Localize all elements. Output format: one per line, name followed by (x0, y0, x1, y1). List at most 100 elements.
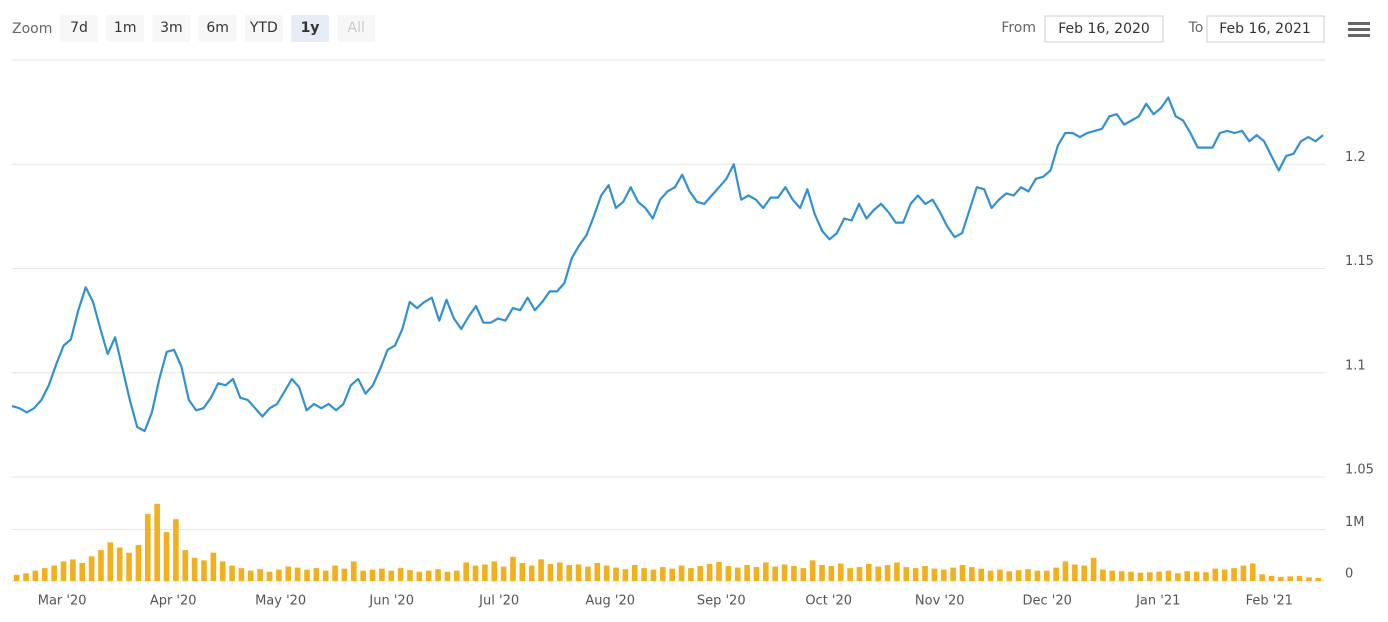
volume-bar (463, 562, 469, 581)
zoom-button-label[interactable]: 3m (160, 20, 183, 36)
zoom-button-label[interactable]: 7d (70, 20, 88, 36)
volume-bar (809, 560, 816, 581)
zoom-button[interactable] (198, 15, 237, 42)
volume-bar (416, 571, 423, 581)
volume-bar (285, 566, 292, 581)
volume-bar (1006, 571, 1013, 581)
y-tick-label: 1M (1345, 515, 1365, 530)
volume-bar (875, 566, 882, 581)
volume-bar (247, 570, 254, 581)
volume-bar (388, 570, 395, 581)
volume-bar (566, 565, 572, 581)
volume-bar (173, 519, 179, 581)
volume-bar (1268, 575, 1275, 581)
zoom-button[interactable] (106, 15, 145, 42)
volume-bar (154, 503, 160, 581)
volume-bar (688, 568, 694, 581)
volume-bar (182, 550, 189, 581)
to-date[interactable]: Feb 16, 2021 (1219, 21, 1311, 37)
volume-bar (772, 566, 778, 581)
x-tick-label: Aug '20 (585, 594, 635, 609)
volume-bar (294, 567, 301, 581)
zoom-button-label: All (348, 20, 365, 36)
volume-bar (585, 566, 591, 581)
volume-bar (126, 552, 132, 581)
volume-bar (613, 567, 619, 581)
from-input[interactable] (1044, 15, 1164, 43)
volume-bar (1203, 572, 1209, 581)
zoom-button-label[interactable]: 1m (114, 20, 137, 36)
price-line (11, 96, 1324, 433)
volume-bar (557, 562, 563, 581)
volume-bar (135, 544, 142, 581)
volume-bar (950, 567, 956, 581)
volume-bar (538, 559, 544, 581)
volume-bar (407, 570, 413, 581)
x-tick-label: Oct '20 (805, 594, 852, 609)
y-tick-label: 1.05 (1345, 463, 1374, 478)
volume-bar (304, 569, 310, 581)
volume-bar (903, 567, 910, 581)
volume-bar (725, 566, 732, 581)
volume-bar (678, 565, 685, 581)
volume-bar (1184, 571, 1191, 581)
to-input[interactable] (1206, 15, 1325, 43)
volume-bar (238, 568, 245, 581)
volume-bar (1315, 577, 1322, 581)
zoom-button[interactable] (60, 15, 98, 42)
volume-bar (1175, 573, 1181, 581)
zoom-button[interactable] (244, 15, 283, 42)
volume-bar (60, 561, 67, 581)
volume-bar (51, 565, 57, 581)
from-label: From (1001, 20, 1036, 36)
volume-bar (912, 568, 919, 581)
volume-bar (1165, 570, 1172, 581)
zoom-button[interactable] (291, 15, 329, 42)
volume-bar (88, 556, 95, 581)
volume-bar (1090, 557, 1097, 581)
volume-bar (1128, 571, 1134, 581)
volume-bar (276, 569, 282, 581)
volume-bar (1278, 576, 1284, 581)
volume-bar (444, 571, 451, 581)
volume-bar (191, 557, 198, 581)
volume-bar (622, 569, 629, 581)
volume-bar (978, 568, 985, 581)
volume-bar (528, 565, 535, 581)
x-tick-label: Jan '21 (1135, 594, 1180, 609)
x-tick-label: Feb '21 (1246, 594, 1293, 609)
volume-bar (322, 570, 329, 581)
volume-bar (116, 547, 123, 581)
volume-bar (519, 562, 526, 581)
volume-bar (791, 566, 797, 581)
volume-bar (32, 570, 39, 581)
volume-bar (969, 567, 975, 581)
volume-bar (1249, 563, 1256, 581)
menu-button[interactable] (1348, 22, 1370, 37)
volume-bar (453, 570, 460, 581)
volume-bar (1137, 572, 1144, 581)
volume-bar (716, 561, 722, 581)
volume-bar (1109, 570, 1116, 581)
volume-bar (435, 569, 441, 581)
x-tick-label: Nov '20 (915, 594, 965, 609)
volume-bar (13, 574, 20, 581)
zoom-button-label[interactable]: YTD (249, 20, 278, 36)
x-tick-label: Jul '20 (478, 594, 519, 609)
volume-bar (1287, 576, 1294, 581)
volume-bar (697, 566, 704, 581)
volume-bar (631, 565, 638, 581)
volume-bar (1081, 565, 1088, 581)
volume-bar (1240, 565, 1247, 581)
x-tick-label: Sep '20 (697, 594, 746, 609)
zoom-button[interactable] (152, 15, 191, 42)
volume-bar (922, 566, 928, 581)
zoom-button-label[interactable]: 1y (301, 20, 320, 36)
volume-bar (641, 568, 647, 581)
menu-bar (1348, 34, 1370, 37)
zoom-button-label[interactable]: 6m (206, 20, 229, 36)
from-date[interactable]: Feb 16, 2020 (1058, 21, 1150, 37)
volume-bar (866, 564, 872, 581)
volume-bar (931, 568, 938, 581)
